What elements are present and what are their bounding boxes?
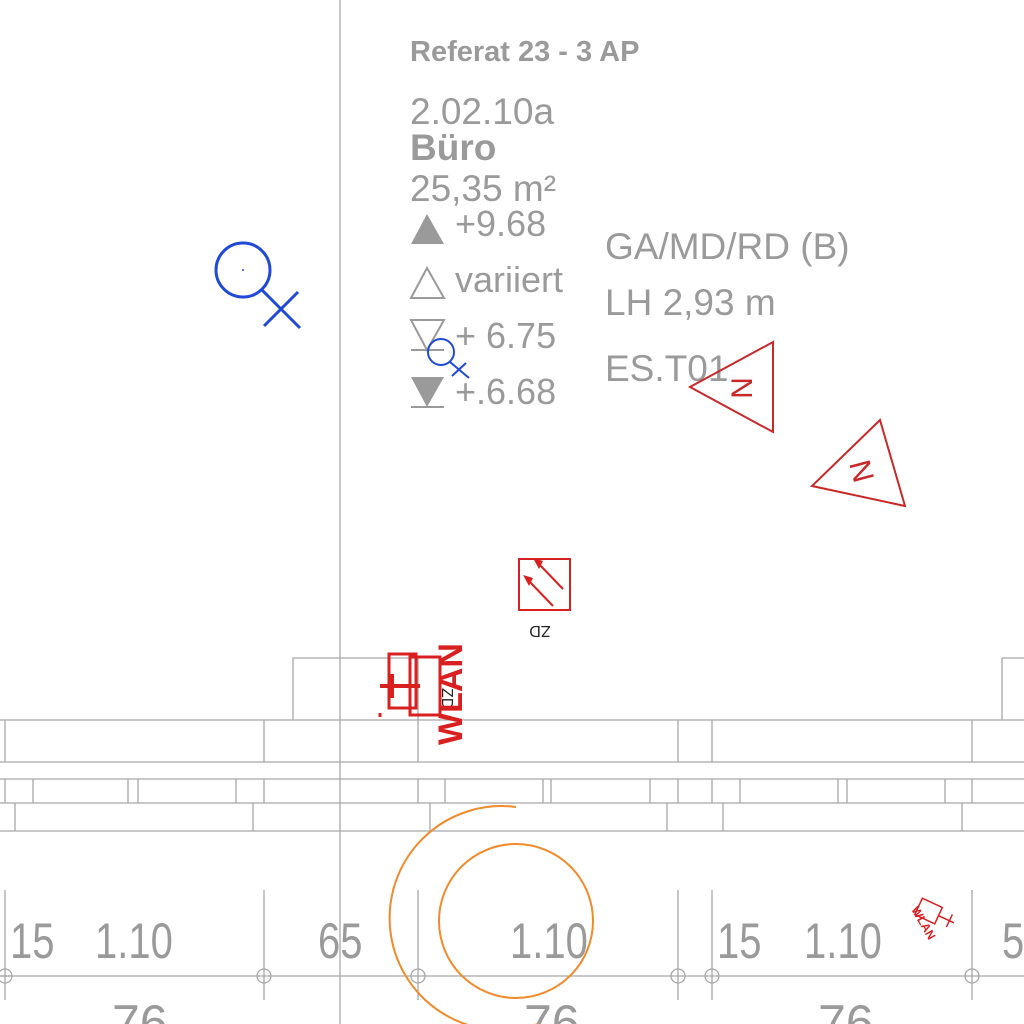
level-floor-finish: + 6.75 — [455, 315, 556, 356]
level-raw-floor: +.6.68 — [455, 371, 556, 412]
dim-76-c: 76 — [818, 995, 874, 1024]
dim-110-b: 1.10 — [510, 913, 588, 969]
orange-circle-symbol — [388, 805, 594, 1024]
room-name: Büro — [410, 127, 496, 168]
female-symbol-small-icon — [427, 338, 470, 379]
level-ceiling: variiert — [455, 259, 563, 300]
wlan-access-point-icon — [378, 652, 442, 717]
department-label: Referat 23 - 3 AP — [410, 36, 639, 68]
level-ceiling-icon — [409, 265, 446, 299]
emergency-triangle-1-letter: N — [726, 377, 759, 399]
dim-5: 5 — [1002, 913, 1024, 969]
dimension-marker-icon — [670, 968, 686, 984]
clear-height-label: LH 2,93 m — [605, 282, 776, 323]
dimension-markers — [0, 968, 980, 984]
wlan-label: WLAN — [432, 643, 470, 745]
female-symbol-large-icon — [214, 241, 302, 330]
wlan-small-icon — [913, 897, 955, 928]
dimension-marker-icon — [0, 968, 13, 984]
dimension-marker-icon — [704, 968, 720, 984]
equipment-info: GA/MD/RD (B) LH 2,93 m ES.T01 — [605, 226, 850, 389]
dimension-marker-icon — [256, 968, 272, 984]
level-raw-floor-icon — [411, 377, 444, 407]
dim-65: 65 — [318, 913, 362, 969]
emergency-triangle-2-letter: N — [844, 456, 881, 485]
level-top-icon — [411, 214, 444, 244]
zd-small-label: ZD — [438, 688, 455, 709]
dim-76-a: 76 — [112, 995, 168, 1024]
level-floor-finish-icon — [409, 319, 446, 353]
room-stamp: Referat 23 - 3 AP 2.02.10a Büro 25,35 m²… — [409, 36, 639, 412]
dimension-marker-icon — [964, 968, 980, 984]
level-top: +9.68 — [455, 203, 546, 244]
dim-110-a: 1.10 — [95, 913, 173, 969]
room-area: 25,35 m² — [410, 168, 556, 209]
zd-box-icon — [518, 558, 571, 611]
dimension-marker-icon — [410, 968, 426, 984]
room-number: 2.02.10a — [410, 91, 554, 132]
dim-15-a: 15 — [10, 913, 54, 969]
dim-76-b: 76 — [524, 995, 580, 1024]
emergency-triangle-1-icon: N — [687, 340, 774, 434]
emergency-triangle-2-icon: N — [809, 418, 907, 508]
zd-label: ZD — [529, 622, 550, 639]
es-tag-label: ES.T01 — [605, 348, 728, 389]
dim-15-b: 15 — [717, 913, 761, 969]
dimension-labels: 15 1.10 65 1.10 15 1.10 5 76 76 76 — [10, 913, 1024, 1024]
dim-110-c: 1.10 — [804, 913, 882, 969]
connections-label: GA/MD/RD (B) — [605, 226, 850, 267]
